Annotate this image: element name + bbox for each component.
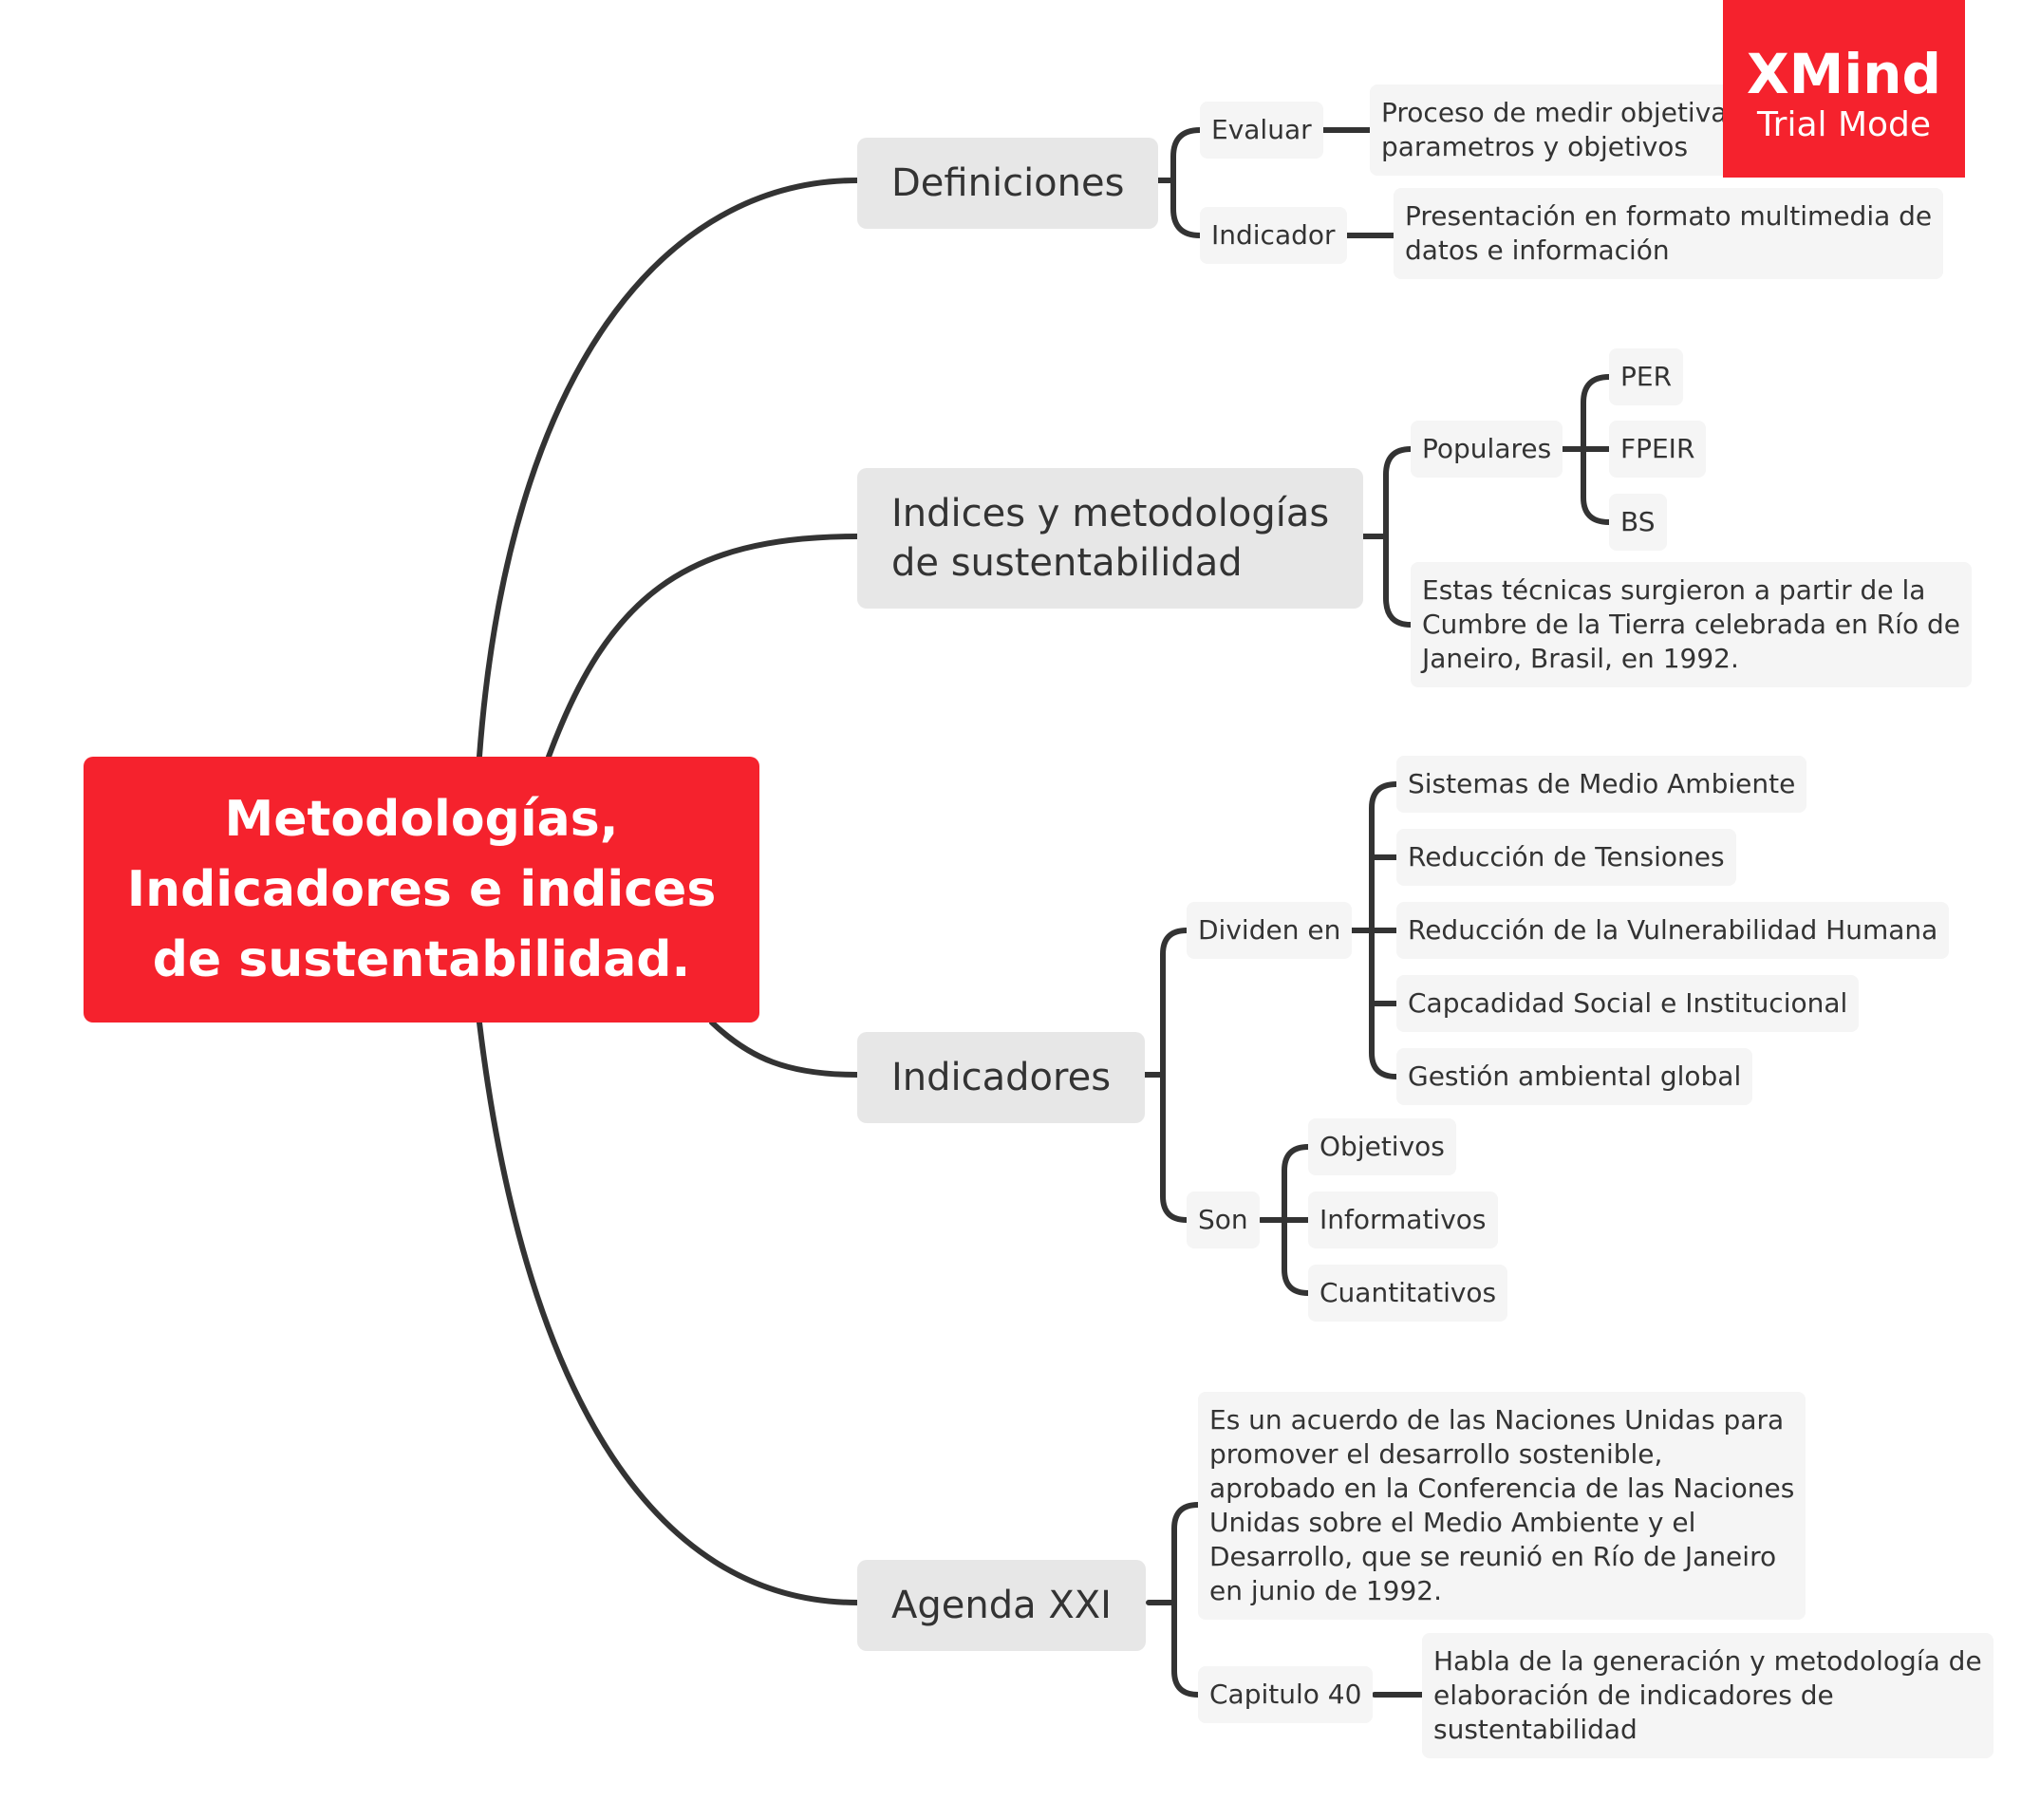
topic-fpeir-label: FPEIR [1620,433,1695,464]
topic-agenda-xxi[interactable]: Agenda XXI [857,1560,1146,1651]
note-evaluar-line1: Proceso de medir objetivamente [1381,97,1750,128]
connector-agenda-children [1146,1502,1201,1698]
note-evaluar-line2: parametros y objetivos [1381,131,1689,162]
connector-central-indices [546,534,860,760]
note-indices-line2: Cumbre de la Tierra celebrada en Río de [1422,609,1960,640]
note-capitulo-40-line2: elaboración de indicadores de [1433,1679,1834,1711]
topic-populares-label: Populares [1422,433,1552,464]
topic-objetivos-label: Objetivos [1319,1131,1445,1162]
note-capitulo-40[interactable]: Habla de la generación y metodología de … [1422,1633,1993,1758]
topic-cuantitativos-label: Cuantitativos [1319,1277,1497,1308]
topic-sistemas-medio-ambiente-label: Sistemas de Medio Ambiente [1408,768,1796,799]
topic-dividen-en-label: Dividen en [1198,914,1341,946]
topic-capacidad-social[interactable]: Capcadidad Social e Institucional [1396,975,1860,1032]
topic-informativos[interactable]: Informativos [1308,1191,1498,1248]
central-topic-line3: de sustentabilidad. [152,931,691,988]
topic-indices-line2: de sustentabilidad [891,541,1243,585]
note-indices-line3: Janeiro, Brasil, en 1992. [1422,643,1739,674]
note-capitulo-40-line1: Habla de la generación y metodología de [1433,1645,1982,1677]
topic-indicadores[interactable]: Indicadores [857,1032,1146,1123]
connector-son-children [1258,1144,1311,1296]
topic-indices-line1: Indices y metodologías [891,492,1330,535]
topic-capitulo-40[interactable]: Capitulo 40 [1198,1666,1374,1723]
note-capitulo-40-line3: sustentabilidad [1433,1714,1638,1745]
topic-indices[interactable]: Indices y metodologías de sustentabilida… [857,468,1364,609]
topic-gestion-ambiental[interactable]: Gestión ambiental global [1396,1048,1753,1105]
topic-cuantitativos[interactable]: Cuantitativos [1308,1265,1508,1322]
topic-indicador-label: Indicador [1211,219,1336,251]
topic-evaluar-label: Evaluar [1211,114,1312,145]
note-indicador-line2: datos e información [1405,235,1670,266]
topic-informativos-label: Informativos [1319,1204,1487,1235]
note-indicador-line1: Presentación en formato multimedia de [1405,200,1933,232]
central-topic[interactable]: Metodologías, Indicadores e indices de s… [84,757,759,1023]
topic-per-label: PER [1620,361,1673,392]
note-evaluar[interactable]: Proceso de medir objetivamente parametro… [1370,84,1750,176]
trial-mode-text: Trial Mode [1756,105,1932,144]
connector-central-agenda [477,1020,860,1605]
topic-reduccion-tensiones-label: Reducción de Tensiones [1408,841,1725,872]
connector-definiciones-children [1149,127,1203,238]
connector-central-indicadores [709,1020,860,1078]
central-topic-line1: Metodologías, [224,791,619,848]
topic-son-label: Son [1198,1204,1248,1235]
note-agenda-line5: Desarrollo, que se reunió en Río de Jane… [1209,1541,1777,1572]
topic-definiciones-label: Definiciones [891,161,1125,205]
note-agenda-line6: en junio de 1992. [1209,1575,1443,1606]
note-agenda-line3: aprobado en la Conferencia de las Nacion… [1209,1473,1795,1504]
connector-populares-children [1557,374,1612,525]
topic-per[interactable]: PER [1609,348,1684,405]
topic-capacidad-social-label: Capcadidad Social e Institucional [1408,987,1848,1019]
topic-capitulo-40-label: Capitulo 40 [1209,1679,1362,1710]
xmind-trial-badge: XMind Trial Mode [1723,0,1965,178]
note-agenda-line4: Unidas sobre el Medio Ambiente y el [1209,1507,1696,1538]
note-indices[interactable]: Estas técnicas surgieron a partir de la … [1411,562,1972,687]
topic-populares[interactable]: Populares [1411,421,1563,478]
topic-indicador[interactable]: Indicador [1200,207,1347,264]
topic-bs[interactable]: BS [1609,494,1667,551]
connector-central-definiciones [477,178,860,760]
topic-bs-label: BS [1620,506,1656,537]
note-agenda[interactable]: Es un acuerdo de las Naciones Unidas par… [1198,1392,1806,1620]
note-indices-line1: Estas técnicas surgieron a partir de la [1422,574,1926,606]
topic-indicadores-label: Indicadores [891,1056,1112,1099]
topic-fpeir[interactable]: FPEIR [1609,421,1707,478]
note-agenda-line2: promover el desarrollo sostenible, [1209,1438,1663,1470]
topic-dividen-en[interactable]: Dividen en [1187,902,1353,959]
connector-dividen-children [1343,781,1399,1079]
xmind-logo-text: XMind [1746,42,1942,106]
central-topic-line2: Indicadores e indices [126,861,717,918]
topic-objetivos[interactable]: Objetivos [1308,1118,1456,1175]
topic-reduccion-vulnerabilidad[interactable]: Reducción de la Vulnerabilidad Humana [1396,902,1950,959]
connector-indices-children [1357,446,1413,628]
topic-gestion-ambiental-label: Gestión ambiental global [1408,1060,1742,1092]
note-indicador[interactable]: Presentación en formato multimedia de da… [1394,188,1944,279]
note-agenda-line1: Es un acuerdo de las Naciones Unidas par… [1209,1404,1785,1435]
topic-sistemas-medio-ambiente[interactable]: Sistemas de Medio Ambiente [1396,756,1807,813]
topic-son[interactable]: Son [1187,1191,1260,1248]
topic-agenda-xxi-label: Agenda XXI [891,1584,1112,1627]
topic-reduccion-tensiones[interactable]: Reducción de Tensiones [1396,829,1736,886]
topic-evaluar[interactable]: Evaluar [1200,102,1323,159]
topic-definiciones[interactable]: Definiciones [857,138,1159,229]
topic-reduccion-vulnerabilidad-label: Reducción de la Vulnerabilidad Humana [1408,914,1938,946]
